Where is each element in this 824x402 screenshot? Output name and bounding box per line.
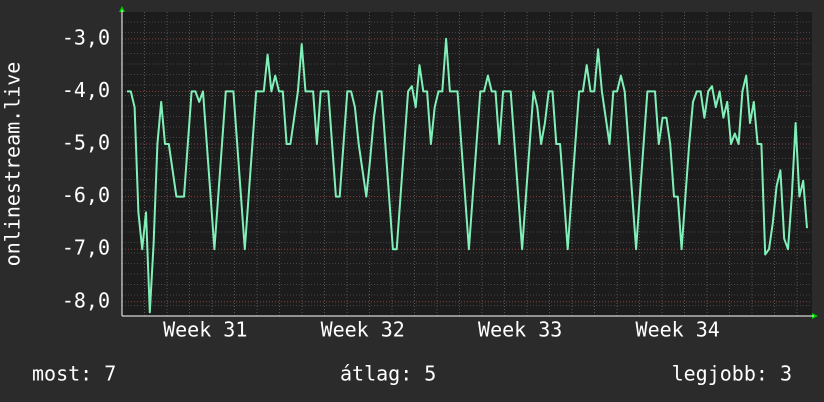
- x-tick-label: Week 33: [478, 318, 562, 342]
- y-tick-label: -4,0: [62, 78, 110, 102]
- y-axis-label: onlinestream.live: [1, 62, 25, 267]
- x-tick-label: Week 32: [321, 318, 405, 342]
- plot-area: [122, 12, 812, 316]
- x-tick-label: Week 34: [636, 318, 720, 342]
- y-tick-label: -3,0: [62, 25, 110, 49]
- axis-arrow: [119, 6, 125, 12]
- footer-current: most: 7: [32, 362, 116, 386]
- footer-best: legjobb: 3: [672, 362, 792, 386]
- y-tick-label: -5,0: [62, 131, 110, 155]
- y-tick-label: -8,0: [62, 288, 110, 312]
- y-tick-label: -6,0: [62, 183, 110, 207]
- data-line: [127, 37, 808, 314]
- y-tick-label: -7,0: [62, 236, 110, 260]
- x-tick-label: Week 31: [163, 318, 247, 342]
- footer-average: átlag: 5: [340, 362, 436, 386]
- axis-arrow: [812, 313, 818, 319]
